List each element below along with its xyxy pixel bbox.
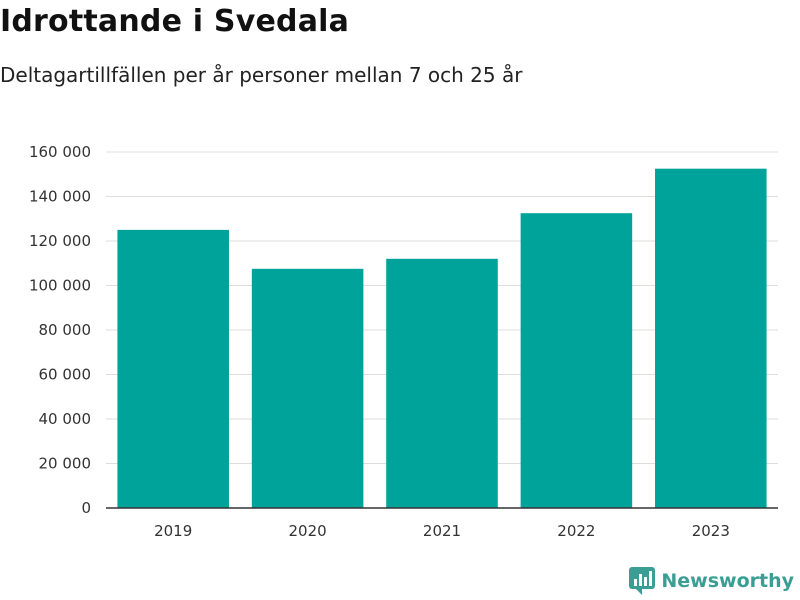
y-tick-label: 0 <box>81 499 91 517</box>
x-tick-label: 2023 <box>692 522 730 540</box>
bar-2022 <box>521 213 633 508</box>
y-axis-tick-labels: 0 20 000 40 000 60 000 80 000 100 000 120 000 1… <box>29 143 91 517</box>
chart-bubble-icon <box>629 567 655 595</box>
newsworthy-logo: Newsworthy <box>629 566 794 596</box>
x-axis-tick-labels: 2019 2020 2021 2022 2023 <box>154 522 730 540</box>
logo-text: Newsworthy <box>661 570 794 592</box>
y-tick-label: 100 000 <box>29 277 91 295</box>
x-tick-label: 2020 <box>289 522 327 540</box>
bar-2023 <box>655 169 767 508</box>
y-tick-label: 80 000 <box>39 321 92 339</box>
bars <box>117 169 766 508</box>
y-tick-label: 60 000 <box>39 366 92 384</box>
x-tick-label: 2021 <box>423 522 461 540</box>
y-tick-label: 40 000 <box>39 410 92 428</box>
x-tick-label: 2019 <box>154 522 192 540</box>
bar-2021 <box>386 259 498 508</box>
bar-chart: 0 20 000 40 000 60 000 80 000 100 000 120 000 1… <box>0 0 800 560</box>
bar-2020 <box>252 269 364 508</box>
bar-2019 <box>117 230 229 508</box>
y-tick-label: 140 000 <box>29 188 91 206</box>
y-tick-label: 120 000 <box>29 232 91 250</box>
y-tick-label: 160 000 <box>29 143 91 161</box>
y-tick-label: 20 000 <box>39 455 92 473</box>
x-tick-label: 2022 <box>557 522 595 540</box>
